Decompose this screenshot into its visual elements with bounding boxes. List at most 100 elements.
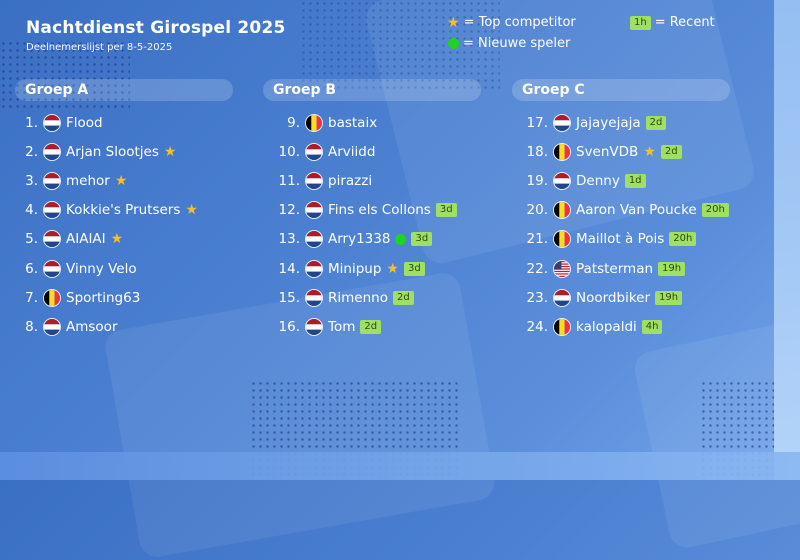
player-rank: 23. <box>526 289 548 306</box>
flag-netherlands-icon <box>43 142 61 161</box>
page-title: Nachtdienst Girospel 2025 <box>26 18 286 38</box>
player-name: Maillot à Pois <box>576 231 665 248</box>
group-header-a: Groep A <box>15 79 233 101</box>
flag-belgium-icon <box>553 317 571 336</box>
recent-badge: 3d <box>411 232 433 247</box>
flag-netherlands-icon <box>43 230 61 249</box>
player-name: Denny <box>576 172 620 189</box>
player-rank: 19. <box>526 172 548 189</box>
player-name: Patsterman <box>576 260 654 277</box>
player-rank: 10. <box>278 143 300 160</box>
recent-badge: 2d <box>360 319 382 334</box>
group-header-b: Groep B <box>263 79 481 101</box>
player-name: Minipup <box>328 260 382 277</box>
star-icon: ★ <box>447 14 460 31</box>
player-row: 14. Minipup ★ 3d <box>270 254 457 283</box>
star-icon: ★ <box>185 202 198 219</box>
recent-badge: 1h <box>630 15 651 30</box>
player-row: 11. pirazzi <box>270 166 457 195</box>
player-name: Arviidd <box>328 143 376 160</box>
player-rank: 1. <box>25 114 38 131</box>
background-dots <box>300 0 500 90</box>
player-name: Amsoor <box>66 318 118 335</box>
player-rank: 3. <box>25 172 38 189</box>
background-dots <box>0 40 130 110</box>
recent-badge: 3d <box>403 261 425 276</box>
player-row: 13. Arry1338 3d <box>270 225 457 254</box>
legend-label: = Nieuwe speler <box>463 36 571 51</box>
legend-recent: 1h = Recent <box>630 15 715 30</box>
player-rank: 6. <box>25 260 38 277</box>
flag-netherlands-icon <box>43 113 61 132</box>
player-name: Arjan Slootjes <box>66 143 159 160</box>
player-rank: 8. <box>25 318 38 335</box>
recent-badge: 20h <box>669 232 697 247</box>
player-name: Tom <box>328 318 356 335</box>
flag-netherlands-icon <box>553 113 571 132</box>
player-row: 5. AIAIAI ★ <box>20 225 198 254</box>
player-row: 15. Rimenno 2d <box>270 283 457 312</box>
player-name: pirazzi <box>328 172 373 189</box>
player-row: 6. Vinny Velo <box>20 254 198 283</box>
player-row: 16. Tom 2d <box>270 312 457 341</box>
player-name: Sporting63 <box>66 289 141 306</box>
flag-belgium-icon <box>553 142 571 161</box>
recent-badge: 2d <box>645 115 667 130</box>
player-rank: 16. <box>278 318 300 335</box>
player-rank: 5. <box>25 231 38 248</box>
recent-badge: 4h <box>641 319 663 334</box>
flag-belgium-icon <box>553 201 571 220</box>
flag-netherlands-icon <box>553 288 571 307</box>
flag-netherlands-icon <box>43 259 61 278</box>
player-rank: 22. <box>526 260 548 277</box>
player-rank: 14. <box>278 260 300 277</box>
page-subtitle: Deelnemerslijst per 8-5-2025 <box>26 42 173 53</box>
player-row: 3. mehor ★ <box>20 166 198 195</box>
star-icon: ★ <box>643 143 656 160</box>
legend-label: = Top competitor <box>463 15 576 30</box>
recent-badge: 20h <box>701 203 729 218</box>
player-name: Fins els Collons <box>328 202 431 219</box>
flag-netherlands-icon <box>305 142 323 161</box>
player-name: Flood <box>66 114 103 131</box>
flag-netherlands-icon <box>43 171 61 190</box>
player-row: 12. Fins els Collons 3d <box>270 196 457 225</box>
star-icon: ★ <box>114 172 128 189</box>
player-row: 20. Aaron Van Poucke 20h <box>518 196 729 225</box>
flag-netherlands-icon <box>553 171 571 190</box>
player-row: 18. SvenVDB ★ 2d <box>518 137 729 166</box>
player-row: 23. Noordbiker 19h <box>518 283 729 312</box>
player-name: bastaix <box>328 114 378 131</box>
group-header-c: Groep C <box>512 79 730 101</box>
player-name: mehor <box>66 172 110 189</box>
player-row: 22. Patsterman 19h <box>518 254 729 283</box>
player-rank: 11. <box>278 172 300 189</box>
player-name: Aaron Van Poucke <box>576 202 697 219</box>
player-rank: 17. <box>526 114 548 131</box>
player-name: SvenVDB <box>576 143 639 160</box>
player-name: AIAIAI <box>66 231 106 248</box>
player-row: 17. Jajayejaja 2d <box>518 108 729 137</box>
player-list-group-a: 1. Flood 2. Arjan Slootjes ★ 3. mehor ★ 4. Kokkie… <box>20 108 198 342</box>
player-rank: 18. <box>526 143 548 160</box>
player-list-group-b: 9. bastaix 10. Arviidd 11. pirazzi 12. Fins els… <box>270 108 457 342</box>
legend-label: = Recent <box>654 15 715 30</box>
flag-netherlands-icon <box>305 288 323 307</box>
player-name: Noordbiker <box>576 289 651 306</box>
player-rank: 9. <box>287 114 300 131</box>
recent-badge: 2d <box>392 290 414 305</box>
player-name: Vinny Velo <box>66 260 137 277</box>
background-strip <box>0 452 800 480</box>
flag-netherlands-icon <box>305 230 323 249</box>
player-rank: 21. <box>526 231 548 248</box>
flag-netherlands-icon <box>305 317 323 336</box>
star-icon: ★ <box>386 260 399 277</box>
player-row: 10. Arviidd <box>270 137 457 166</box>
player-row: 4. Kokkie's Prutsers ★ <box>20 196 198 225</box>
player-rank: 12. <box>278 202 300 219</box>
legend-top-competitor: ★ = Top competitor <box>447 15 576 30</box>
new-player-dot-icon <box>395 233 407 245</box>
legend-new-player: = Nieuwe speler <box>448 36 570 51</box>
flag-usa-icon <box>553 259 571 278</box>
player-name: kalopaldi <box>576 318 637 335</box>
